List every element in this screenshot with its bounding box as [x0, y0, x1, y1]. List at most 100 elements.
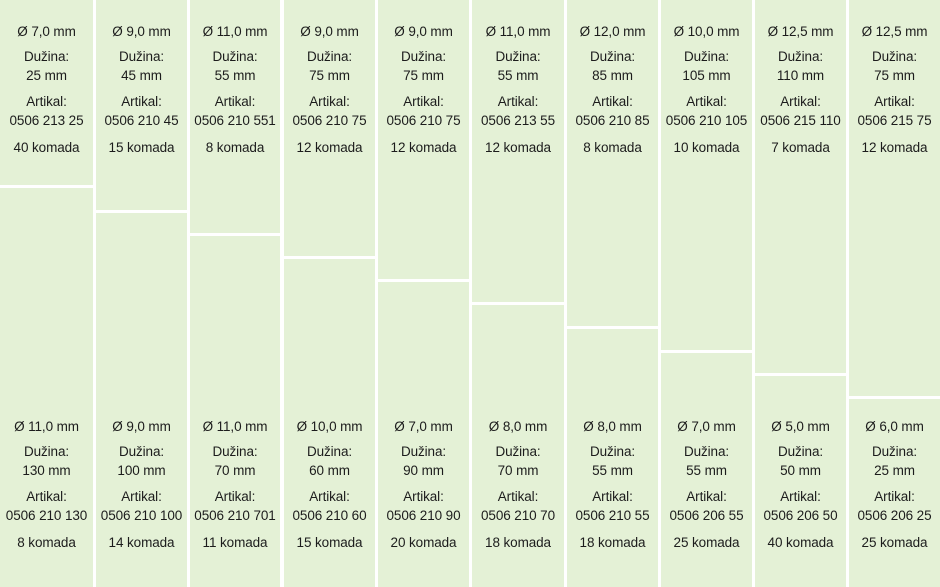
article-number: 0506 206 25 — [857, 508, 932, 523]
length-label: Dužina: — [118, 444, 165, 459]
length-label: Dužina: — [23, 444, 70, 459]
length-label: Dužina: — [495, 49, 541, 64]
article-label: Artikal: — [26, 489, 67, 504]
diameter-text: Ø 8,0 mm — [488, 419, 548, 434]
product-card: Ø 12,0 mm Dužina: 85 mm Artikal: 0506 210 85… — [567, 0, 658, 326]
quantity-text: 14 komada — [108, 535, 175, 550]
length-value: 105 mm — [682, 68, 731, 83]
quantity-text: 20 komada — [390, 535, 457, 550]
length-value: 55 mm — [214, 68, 256, 83]
length-label: Dužina: — [871, 49, 918, 64]
article-label: Artikal: — [121, 489, 162, 504]
article-label: Artikal: — [780, 489, 821, 504]
quantity-text: 12 komada — [861, 140, 928, 155]
article-number: 0506 213 55 — [481, 113, 555, 128]
product-card: Ø 12,5 mm Dužina: 110 mm Artikal: 0506 215 1… — [755, 0, 846, 373]
article-number: 0506 210 130 — [5, 508, 88, 523]
article-label: Artikal: — [214, 94, 256, 109]
diameter-text: Ø 11,0 mm — [202, 419, 268, 434]
article-number: 0506 213 25 — [9, 113, 84, 128]
product-text: Ø 11,0 mm Dužina: 55 mm Artikal: 0506 213 55… — [472, 22, 564, 157]
diameter-text: Ø 10,0 mm — [296, 419, 363, 434]
length-label: Dužina: — [777, 49, 824, 64]
product-text: Ø 11,0 mm Dužina: 55 mm Artikal: 0506 210 55… — [190, 22, 280, 157]
length-label: Dužina: — [400, 444, 447, 459]
product-card: Ø 8,0 mm Dužina: 55 mm Artikal: 0506 210 55 1… — [567, 329, 658, 587]
article-number: 0506 210 75 — [386, 113, 461, 128]
quantity-text: 15 komada — [108, 140, 175, 155]
diameter-text: Ø 12,0 mm — [579, 24, 646, 39]
diameter-text: Ø 12,5 mm — [767, 24, 834, 39]
article-number: 0506 206 55 — [669, 508, 744, 523]
diameter-text: Ø 9,0 mm — [300, 24, 359, 39]
article-number: 0506 210 701 — [194, 508, 276, 523]
length-label: Dužina: — [777, 444, 824, 459]
product-text: Ø 9,0 mm Dužina: 45 mm Artikal: 0506 210 45 1… — [96, 22, 187, 157]
length-value: 75 mm — [403, 68, 444, 83]
article-number: 0506 210 75 — [292, 113, 367, 128]
length-value: 55 mm — [497, 68, 539, 83]
length-value: 55 mm — [592, 463, 633, 478]
product-text: Ø 10,0 mm Dužina: 60 mm Artikal: 0506 210 60… — [284, 417, 375, 552]
diameter-text: Ø 7,0 mm — [677, 419, 736, 434]
product-card: Ø 7,0 mm Dužina: 25 mm Artikal: 0506 213 25 4… — [0, 0, 93, 185]
article-label: Artikal: — [121, 94, 162, 109]
article-label: Artikal: — [874, 94, 915, 109]
quantity-text: 8 komada — [205, 140, 265, 155]
length-value: 55 mm — [686, 463, 727, 478]
length-label: Dužina: — [212, 49, 258, 64]
product-card: Ø 7,0 mm Dužina: 55 mm Artikal: 0506 206 55 2… — [661, 353, 752, 587]
article-label: Artikal: — [497, 94, 539, 109]
length-value: 50 mm — [780, 463, 821, 478]
product-card: Ø 9,0 mm Dužina: 45 mm Artikal: 0506 210 45 1… — [96, 0, 187, 210]
product-card: Ø 11,0 mm Dužina: 130 mm Artikal: 0506 210 1… — [0, 188, 93, 587]
product-card: Ø 6,0 mm Dužina: 25 mm Artikal: 0506 206 25 2… — [849, 399, 940, 587]
product-text: Ø 9,0 mm Dužina: 100 mm Artikal: 0506 210 10… — [96, 417, 187, 552]
article-number: 0506 210 55 — [575, 508, 650, 523]
quantity-text: 12 komada — [296, 140, 363, 155]
quantity-text: 8 komada — [583, 140, 642, 155]
length-label: Dužina: — [212, 444, 258, 459]
product-text: Ø 9,0 mm Dužina: 75 mm Artikal: 0506 210 75 1… — [378, 22, 469, 157]
article-label: Artikal: — [403, 94, 444, 109]
length-label: Dužina: — [495, 444, 541, 459]
quantity-text: 40 komada — [767, 535, 834, 550]
article-label: Artikal: — [403, 489, 444, 504]
diameter-text: Ø 11,0 mm — [14, 419, 79, 434]
quantity-text: 7 komada — [771, 140, 830, 155]
article-label: Artikal: — [309, 489, 350, 504]
product-text: Ø 5,0 mm Dužina: 50 mm Artikal: 0506 206 50 4… — [755, 417, 846, 552]
quantity-text: 18 komada — [579, 535, 646, 550]
product-text: Ø 11,0 mm Dužina: 70 mm Artikal: 0506 210 70… — [190, 417, 280, 552]
diameter-text: Ø 9,0 mm — [112, 24, 171, 39]
article-number: 0506 210 70 — [481, 508, 555, 523]
diameter-text: Ø 7,0 mm — [17, 24, 76, 39]
diameter-text: Ø 11,0 mm — [485, 24, 551, 39]
product-text: Ø 10,0 mm Dužina: 105 mm Artikal: 0506 210 1… — [661, 22, 752, 157]
quantity-text: 11 komada — [202, 535, 268, 550]
quantity-text: 8 komada — [17, 535, 76, 550]
length-value: 85 mm — [592, 68, 633, 83]
diameter-text: Ø 12,5 mm — [861, 24, 928, 39]
product-card: Ø 10,0 mm Dužina: 60 mm Artikal: 0506 210 60… — [284, 259, 375, 587]
article-label: Artikal: — [686, 94, 727, 109]
quantity-text: 18 komada — [485, 535, 551, 550]
article-label: Artikal: — [686, 489, 727, 504]
product-card: Ø 8,0 mm Dužina: 70 mm Artikal: 0506 210 70 1… — [472, 305, 564, 587]
diameter-text: Ø 7,0 mm — [394, 419, 453, 434]
length-label: Dužina: — [683, 444, 730, 459]
length-value: 25 mm — [874, 463, 915, 478]
length-label: Dužina: — [871, 444, 918, 459]
quantity-text: 10 komada — [673, 140, 740, 155]
product-card: Ø 12,5 mm Dužina: 75 mm Artikal: 0506 215 75… — [849, 0, 940, 396]
length-value: 75 mm — [874, 68, 915, 83]
length-value: 70 mm — [497, 463, 539, 478]
product-card: Ø 9,0 mm Dužina: 75 mm Artikal: 0506 210 75 1… — [378, 0, 469, 279]
article-number: 0506 210 105 — [665, 113, 748, 128]
diameter-text: Ø 5,0 mm — [771, 419, 830, 434]
article-label: Artikal: — [592, 94, 633, 109]
length-label: Dužina: — [400, 49, 447, 64]
article-number: 0506 210 85 — [575, 113, 650, 128]
product-text: Ø 12,5 mm Dužina: 75 mm Artikal: 0506 215 75… — [849, 22, 940, 157]
product-text: Ø 8,0 mm Dužina: 70 mm Artikal: 0506 210 70 1… — [472, 417, 564, 552]
